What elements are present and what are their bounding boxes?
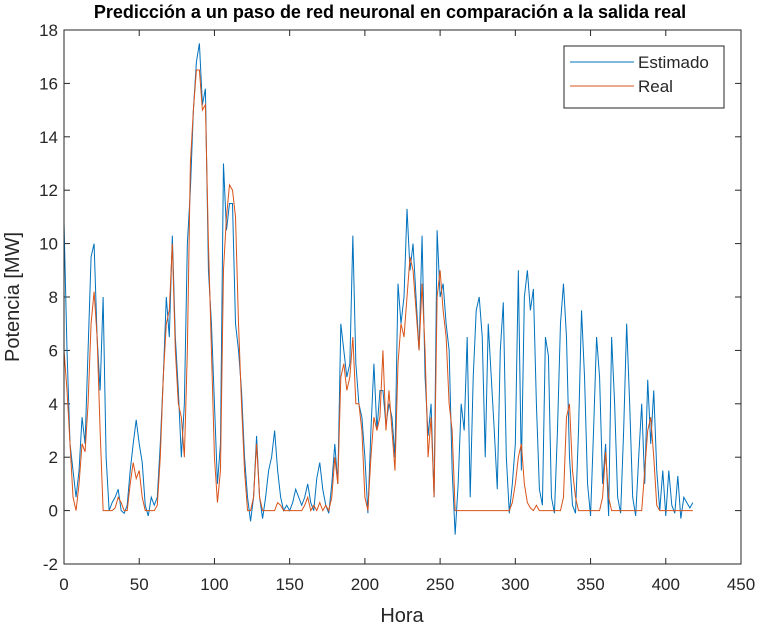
- y-tick-label: 10: [39, 235, 58, 254]
- y-tick-label: 14: [39, 128, 58, 147]
- x-tick-label: 50: [130, 575, 149, 594]
- x-tick-label: 350: [576, 575, 604, 594]
- x-tick-label: 400: [652, 575, 680, 594]
- series-line: [63, 69, 693, 512]
- y-tick-label: 18: [39, 21, 58, 40]
- y-tick-label: 0: [49, 502, 58, 521]
- plot-area: [64, 30, 741, 564]
- legend-box: [563, 45, 725, 109]
- y-tick-label: 16: [39, 74, 58, 93]
- y-tick-label: 2: [49, 448, 58, 467]
- legend-label: Real: [638, 77, 673, 96]
- chart-title: Predicción a un paso de red neuronal en …: [94, 2, 686, 22]
- x-tick-label: 0: [59, 575, 68, 594]
- x-tick-label: 100: [200, 575, 228, 594]
- axes-box: [63, 29, 742, 565]
- y-axis-label: Potencia [MW]: [2, 232, 24, 362]
- legend-label: Estimado: [638, 53, 709, 72]
- y-tick-label: 8: [49, 288, 58, 307]
- y-tick-label: 6: [49, 341, 58, 360]
- x-tick-label: 250: [426, 575, 454, 594]
- x-tick-label: 450: [727, 575, 755, 594]
- y-tick-label: -2: [43, 555, 58, 574]
- series-line: [63, 43, 694, 535]
- x-tick-label: 300: [501, 575, 529, 594]
- x-axis-label: Hora: [380, 605, 424, 627]
- x-tick-label: 150: [275, 575, 303, 594]
- y-tick-label: 4: [49, 395, 58, 414]
- y-tick-label: 12: [39, 181, 58, 200]
- x-tick-label: 200: [351, 575, 379, 594]
